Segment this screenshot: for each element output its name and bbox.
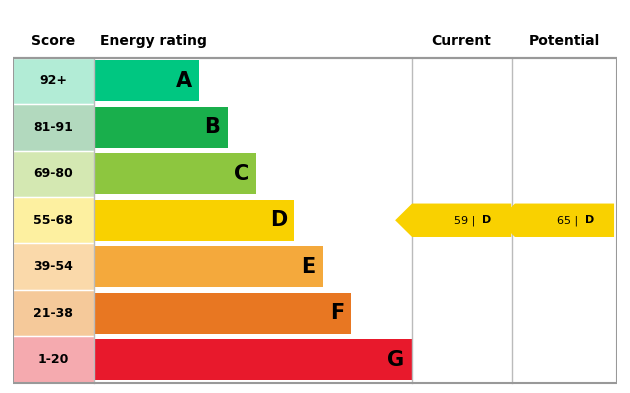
Text: Current: Current xyxy=(432,35,491,48)
Text: G: G xyxy=(387,350,404,369)
Text: B: B xyxy=(205,118,220,138)
Text: Energy rating: Energy rating xyxy=(100,35,207,48)
Text: D: D xyxy=(483,215,491,225)
Bar xyxy=(13,244,94,290)
Text: Score: Score xyxy=(32,35,76,48)
Text: 92+: 92+ xyxy=(40,74,67,87)
Bar xyxy=(94,200,294,241)
Text: A: A xyxy=(176,71,192,91)
Polygon shape xyxy=(498,204,614,237)
Bar xyxy=(94,107,227,148)
Text: 81-91: 81-91 xyxy=(33,121,73,134)
Polygon shape xyxy=(395,204,512,237)
Text: 69-80: 69-80 xyxy=(33,167,73,180)
Bar xyxy=(13,336,94,383)
Bar xyxy=(94,61,199,101)
Text: Potential: Potential xyxy=(529,35,600,48)
Bar xyxy=(13,58,94,104)
Bar xyxy=(13,197,94,244)
Text: D: D xyxy=(585,215,595,225)
Text: 1-20: 1-20 xyxy=(38,353,69,366)
Text: 21-38: 21-38 xyxy=(33,307,73,320)
Text: 39-54: 39-54 xyxy=(33,260,73,273)
Text: D: D xyxy=(270,210,287,230)
Text: 65 |: 65 | xyxy=(557,215,578,226)
Text: 55-68: 55-68 xyxy=(33,214,73,227)
Bar xyxy=(13,104,94,151)
Text: F: F xyxy=(330,303,344,323)
Bar xyxy=(13,290,94,336)
Bar xyxy=(94,153,256,194)
Bar xyxy=(94,293,352,334)
Text: E: E xyxy=(301,257,316,277)
Bar xyxy=(94,246,323,287)
Text: C: C xyxy=(234,164,249,184)
Bar xyxy=(13,151,94,197)
Text: 59 |: 59 | xyxy=(454,215,475,226)
Bar xyxy=(94,339,412,380)
